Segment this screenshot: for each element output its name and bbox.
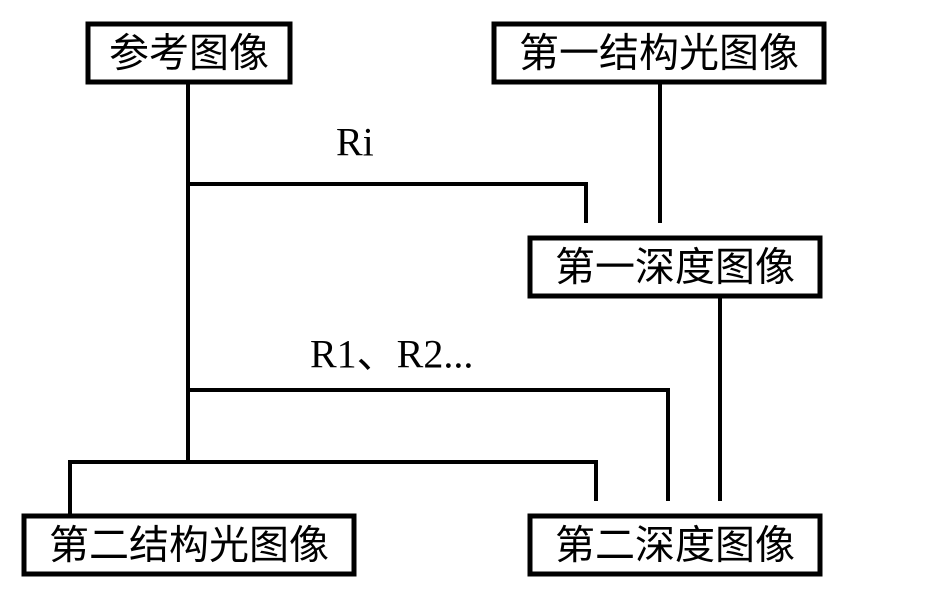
node-label-depth1: 第一深度图像 bbox=[555, 245, 795, 290]
node-label-depth2: 第二深度图像 bbox=[555, 523, 795, 568]
node-label-refimg: 参考图像 bbox=[109, 31, 269, 76]
node-label-struct2: 第二结构光图像 bbox=[49, 523, 329, 568]
node-depth1: 第一深度图像 bbox=[530, 238, 820, 296]
flowchart-diagram: Ri R1、R2... 参考图像 第一结构光图像第一深度图像第二结构光图像 第二深度图像 bbox=[0, 0, 945, 602]
edge-6 bbox=[70, 462, 596, 501]
node-label-struct1: 第一结构光图像 bbox=[519, 31, 799, 76]
edge-3 bbox=[188, 82, 586, 223]
node-struct2: 第二结构光图像 bbox=[24, 516, 354, 574]
node-depth2: 第二深度图像 bbox=[530, 516, 820, 574]
edge-5 bbox=[70, 390, 188, 515]
edge-label-3: Ri bbox=[336, 120, 374, 165]
node-struct1: 第一结构光图像 bbox=[494, 24, 824, 82]
edge-label-4: R1、R2... bbox=[310, 332, 473, 377]
node-refimg: 参考图像 bbox=[88, 24, 290, 82]
